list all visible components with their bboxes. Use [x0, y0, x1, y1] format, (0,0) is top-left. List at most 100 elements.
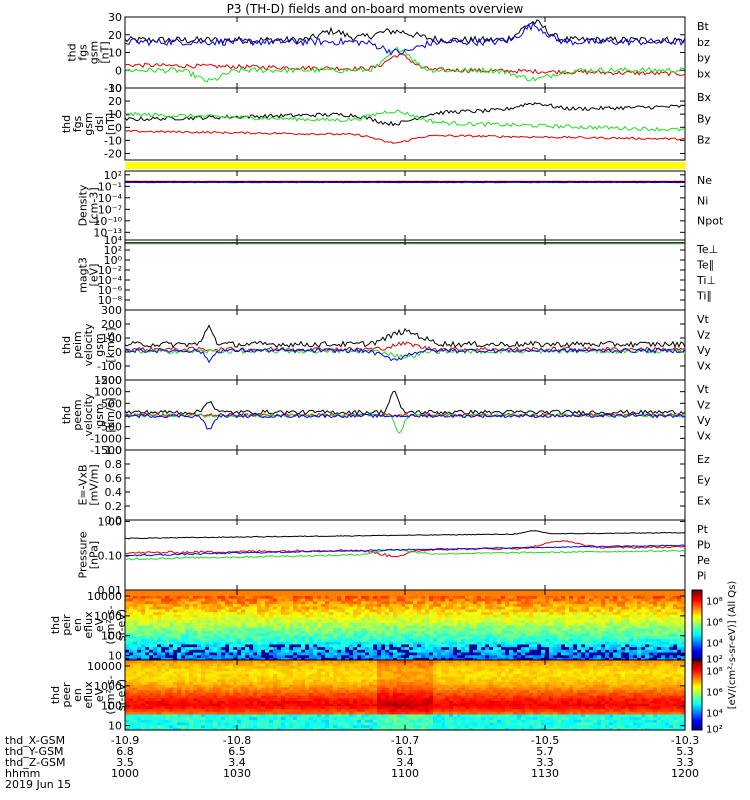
y-tick-label: -10	[104, 134, 122, 147]
y-axis-label: eflux	[82, 611, 95, 639]
panel-frame	[124, 449, 686, 521]
colorbar-tick-label: 10⁶	[706, 618, 723, 629]
y-axis-label: Density	[77, 184, 90, 226]
legend-Bx: Bx	[697, 91, 712, 104]
series-Pb	[124, 540, 686, 558]
x-tick-label: -10.7	[391, 734, 419, 747]
legend-Ni: Ni	[697, 194, 708, 207]
y-axis-label: [cm-3]	[88, 187, 101, 223]
y-tick-label: 0.6	[105, 472, 123, 485]
y-tick-label: 0.2	[105, 500, 123, 513]
y-tick-label: 10	[108, 650, 122, 663]
y-tick-label: 1000	[94, 610, 122, 623]
row-value: 3.4	[228, 756, 246, 769]
y-tick-label: 0.0	[105, 514, 123, 527]
y-axis-label: gsm	[93, 333, 106, 356]
chart-title: P3 (TH-D) fields and on-board moments ov…	[227, 2, 524, 16]
legend-Bt: Bt	[697, 20, 710, 33]
series-Bx	[124, 102, 686, 127]
legend-Ti∥: Ti∥	[696, 290, 712, 303]
y-axis-label: gsm	[93, 403, 106, 426]
y-tick-label: 1000	[94, 386, 122, 399]
series-bz	[124, 53, 686, 77]
colorbar-tick-label: 10²	[706, 655, 723, 666]
y-tick-label: 100	[101, 630, 122, 643]
series-Vt	[124, 324, 686, 349]
y-tick-label: 20	[108, 29, 122, 42]
panel-frame	[124, 87, 686, 161]
y-axis-label: fgs	[77, 44, 90, 61]
legend-Vy: Vy	[697, 414, 711, 427]
colorbar-tick-label: 10⁸	[706, 667, 723, 678]
colorbar-tick-label: 10⁶	[706, 688, 723, 699]
colorbar-tick-label: 10²	[706, 725, 723, 736]
y-tick-label: 10²	[104, 244, 122, 257]
legend-Pt: Pt	[697, 523, 709, 536]
legend-Vt: Vt	[697, 383, 710, 396]
y-tick-label: 1500	[94, 374, 122, 387]
series-Vx	[124, 413, 686, 430]
y-tick-label: 10⁰	[104, 254, 123, 267]
y-axis-label: eV	[93, 617, 106, 632]
y-tick-label: -1000	[90, 432, 122, 445]
y-axis-label: eflux	[82, 681, 95, 709]
legend-Pb: Pb	[697, 539, 711, 552]
row-label: thd_X-GSM	[5, 734, 65, 747]
legend-Te∥: Te∥	[696, 259, 714, 272]
row-value: 5.7	[536, 745, 554, 758]
row-value: 5.3	[676, 745, 694, 758]
y-axis-label: peim	[71, 331, 84, 359]
x-tick-label: -10.5	[531, 734, 559, 747]
y-tick-label: 0.01	[98, 584, 123, 597]
x-tick-label: -10.3	[671, 734, 699, 747]
series-Pi	[124, 544, 686, 558]
y-tick-label: 30	[108, 82, 122, 95]
y-axis-label: (cm²-s-	[104, 675, 117, 714]
y-axis-label: peer	[60, 682, 73, 708]
y-axis-label: magt3	[77, 257, 90, 293]
y-tick-label: 0.4	[105, 486, 123, 499]
y-tick-label: -500	[97, 421, 122, 434]
series-Bz	[124, 129, 686, 144]
y-tick-label: 1000	[94, 680, 122, 693]
panel-frame	[124, 16, 686, 89]
series-by	[124, 46, 686, 83]
y-tick-label: 10⁻⁴	[98, 192, 123, 205]
panel-8: 10⁸ 10⁶ 10⁴ 10² 10000 1000 100 10 thdpeireneflux…	[49, 589, 723, 666]
legend-Bz: Bz	[697, 134, 711, 147]
y-tick-label: 200	[101, 318, 122, 331]
y-tick-label: 0	[115, 64, 122, 77]
y-tick-label: 20	[108, 95, 122, 108]
legend-Ez: Ez	[697, 453, 710, 466]
y-tick-label: 10⁻⁶	[98, 284, 123, 297]
y-tick-label: 10⁻⁷	[98, 203, 122, 216]
y-axis-label: velocity	[82, 323, 95, 366]
y-axis-label: thd	[60, 115, 73, 133]
y-axis-label: en	[71, 688, 84, 702]
y-axis-label: Pressure	[77, 531, 90, 578]
row-label: thd_Z-GSM	[5, 756, 65, 769]
y-axis-label: thd	[49, 686, 62, 704]
legend-By: By	[697, 112, 712, 125]
y-axis-label: thd	[60, 336, 73, 354]
legend-Vx: Vx	[697, 360, 712, 373]
legend-Vx: Vx	[697, 430, 712, 443]
y-tick-label: 1.0	[105, 444, 123, 457]
row-value: 1130	[531, 767, 559, 780]
series-Pt	[124, 530, 686, 540]
y-tick-label: 500	[101, 397, 122, 410]
colorbar-tick-label: 10⁴	[706, 639, 723, 650]
y-axis-label: fgs	[71, 115, 84, 132]
legend-Vy: Vy	[697, 344, 711, 357]
row-value: 1100	[391, 767, 419, 780]
y-tick-label: 0	[115, 121, 122, 134]
row-label: thd_Y-GSM	[5, 745, 64, 758]
legend-Pe: Pe	[697, 554, 710, 567]
y-axis-label: sr-eV)	[115, 679, 128, 711]
y-tick-label: 10⁻¹	[98, 180, 122, 193]
y-tick-label: 10⁴	[104, 234, 123, 247]
